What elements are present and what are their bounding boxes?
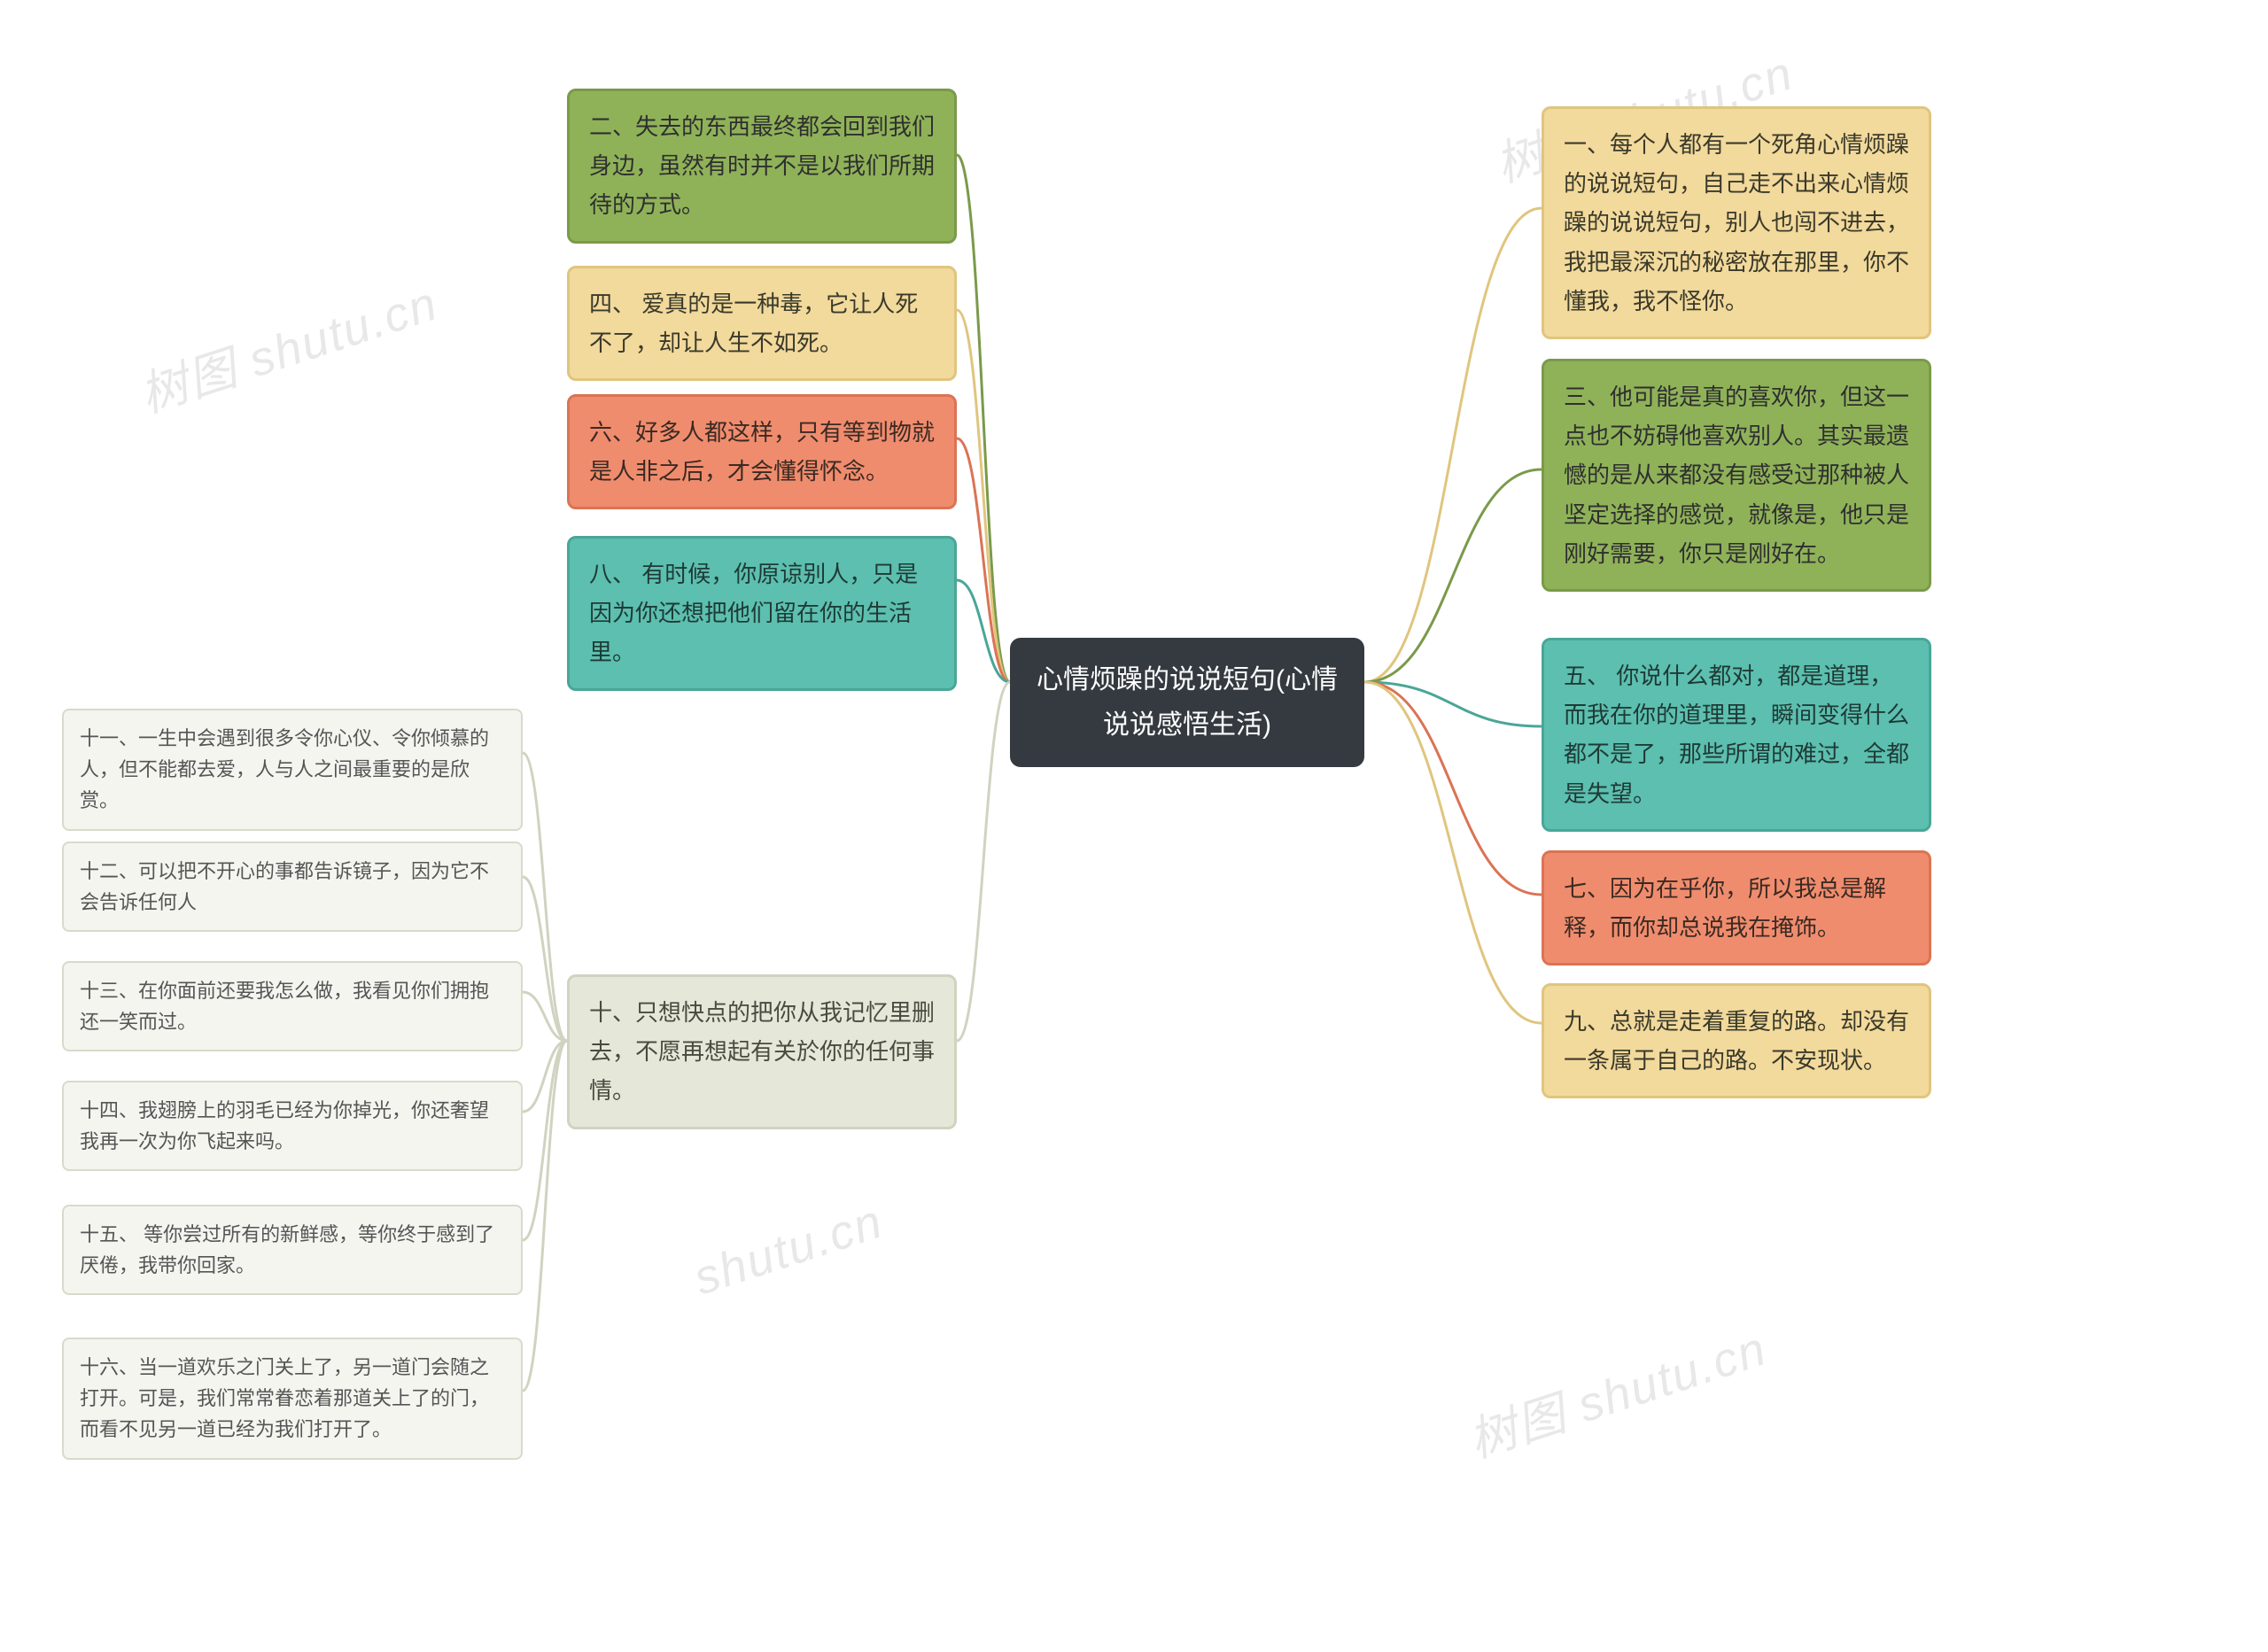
leaf-l16[interactable]: 十六、当一道欢乐之门关上了，另一道门会随之打开。可是，我们常常眷恋着那道关上了的… — [62, 1338, 523, 1460]
branch-left-label: 二、失去的东西最终都会回到我们身边，虽然有时并不是以我们所期待的方式。 — [589, 113, 935, 218]
branch-left-n6[interactable]: 六、好多人都这样，只有等到物就是人非之后，才会懂得怀念。 — [567, 394, 957, 509]
branch-right-n7[interactable]: 七、因为在乎你，所以我总是解释，而你却总说我在掩饰。 — [1542, 850, 1931, 966]
leaf-label: 十二、可以把不开心的事都告诉镜子，因为它不会告诉任何人 — [80, 860, 489, 913]
branch-left-label: 六、好多人都这样，只有等到物就是人非之后，才会懂得怀念。 — [589, 419, 935, 485]
leaf-l12[interactable]: 十二、可以把不开心的事都告诉镜子，因为它不会告诉任何人 — [62, 842, 523, 932]
branch-left-n8[interactable]: 八、 有时候，你原谅别人，只是因为你还想把他们留在你的生活里。 — [567, 536, 957, 691]
branch-right-label: 七、因为在乎你，所以我总是解释，而你却总说我在掩饰。 — [1564, 875, 1886, 941]
branch-right-n3[interactable]: 三、他可能是真的喜欢你，但这一点也不妨碍他喜欢别人。其实最遗憾的是从来都没有感受… — [1542, 359, 1931, 592]
leaf-l13[interactable]: 十三、在你面前还要我怎么做，我看见你们拥抱还一笑而过。 — [62, 961, 523, 1051]
branch-right-label: 一、每个人都有一个死角心情烦躁的说说短句，自己走不出来心情烦躁的说说短句，别人也… — [1564, 131, 1909, 314]
branch-right-n9[interactable]: 九、总就是走着重复的路。却没有一条属于自己的路。不安现状。 — [1542, 983, 1931, 1098]
leaf-label: 十五、 等你尝过所有的新鲜感，等你终于感到了厌倦，我带你回家。 — [80, 1223, 494, 1276]
leaf-label: 十一、一生中会遇到很多令你心仪、令你倾慕的人，但不能都去爱，人与人之间最重要的是… — [80, 727, 489, 811]
mindmap-root[interactable]: 心情烦躁的说说短句(心情说说感悟生活) — [1010, 638, 1364, 767]
branch-left-n10[interactable]: 十、只想快点的把你从我记忆里删去，不愿再想起有关於你的任何事情。 — [567, 974, 957, 1129]
branch-left-n2[interactable]: 二、失去的东西最终都会回到我们身边，虽然有时并不是以我们所期待的方式。 — [567, 89, 957, 244]
branch-left-n4[interactable]: 四、 爱真的是一种毒，它让人死不了，却让人生不如死。 — [567, 266, 957, 381]
leaf-label: 十六、当一道欢乐之门关上了，另一道门会随之打开。可是，我们常常眷恋着那道关上了的… — [80, 1356, 489, 1440]
root-label: 心情烦躁的说说短句(心情说说感悟生活) — [1037, 665, 1338, 740]
watermark-0: 树图 shutu.cn — [129, 264, 445, 426]
branch-right-n1[interactable]: 一、每个人都有一个死角心情烦躁的说说短句，自己走不出来心情烦躁的说说短句，别人也… — [1542, 106, 1931, 339]
watermark-2: shutu.cn — [687, 1194, 890, 1307]
leaf-l15[interactable]: 十五、 等你尝过所有的新鲜感，等你终于感到了厌倦，我带你回家。 — [62, 1205, 523, 1295]
leaf-label: 十四、我翅膀上的羽毛已经为你掉光，你还奢望我再一次为你飞起来吗。 — [80, 1099, 489, 1152]
branch-right-n5[interactable]: 五、 你说什么都对，都是道理，而我在你的道理里，瞬间变得什么都不是了，那些所谓的… — [1542, 638, 1931, 832]
branch-left-label: 四、 爱真的是一种毒，它让人死不了，却让人生不如死。 — [589, 291, 918, 356]
branch-right-label: 三、他可能是真的喜欢你，但这一点也不妨碍他喜欢别人。其实最遗憾的是从来都没有感受… — [1564, 384, 1909, 567]
watermark-3: 树图 shutu.cn — [1458, 1309, 1774, 1471]
leaf-label: 十三、在你面前还要我怎么做，我看见你们拥抱还一笑而过。 — [80, 980, 489, 1033]
branch-right-label: 五、 你说什么都对，都是道理，而我在你的道理里，瞬间变得什么都不是了，那些所谓的… — [1564, 663, 1909, 807]
leaf-l14[interactable]: 十四、我翅膀上的羽毛已经为你掉光，你还奢望我再一次为你飞起来吗。 — [62, 1081, 523, 1171]
branch-right-label: 九、总就是走着重复的路。却没有一条属于自己的路。不安现状。 — [1564, 1008, 1909, 1074]
leaf-l11[interactable]: 十一、一生中会遇到很多令你心仪、令你倾慕的人，但不能都去爱，人与人之间最重要的是… — [62, 709, 523, 831]
branch-left-label: 十、只想快点的把你从我记忆里删去，不愿再想起有关於你的任何事情。 — [589, 999, 935, 1104]
branch-left-label: 八、 有时候，你原谅别人，只是因为你还想把他们留在你的生活里。 — [589, 561, 918, 665]
